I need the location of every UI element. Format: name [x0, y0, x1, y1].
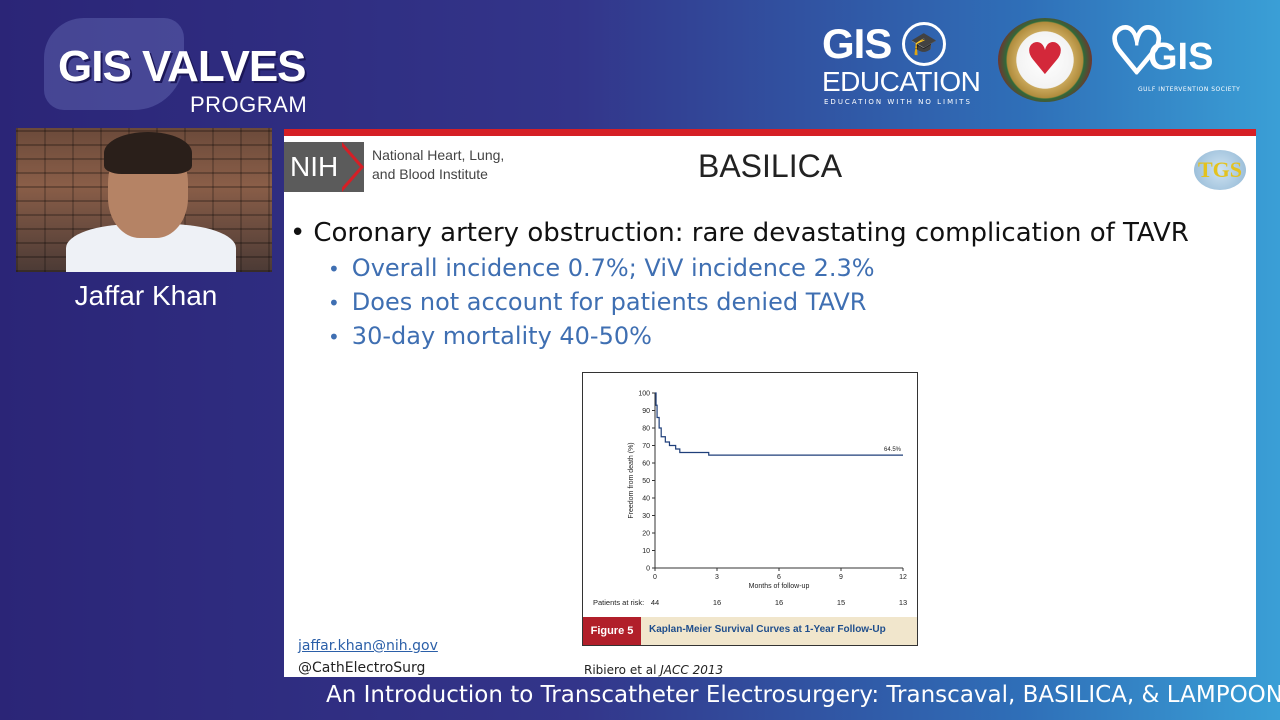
nih-name-line1: National Heart, Lung, [372, 147, 505, 163]
survival-curve [655, 392, 903, 456]
nih-name-line2: and Blood Institute [372, 166, 488, 182]
sub-bullet: • 30-day mortality 40-50% [328, 322, 652, 350]
gulf-heart-association-logo: ♥ [998, 18, 1092, 102]
patients-at-risk-label: Patients at risk: [593, 598, 644, 607]
sub-bullet-text: Overall incidence 0.7%; ViV incidence 2.… [351, 254, 875, 282]
speaker-hair [104, 132, 192, 174]
gulf-intervention-society-logo: ♡ GIS GULF INTERVENTION SOCIETY [1106, 15, 1244, 102]
y-tick-label: 100 [638, 391, 650, 398]
figure-caption: Kaplan-Meier Survival Curves at 1-Year F… [649, 624, 886, 635]
slide-title: BASILICA [697, 148, 843, 184]
sub-bullet-text: 30-day mortality 40-50% [351, 322, 652, 350]
presentation-slide: NIH National Heart, Lung, and Blood Inst… [284, 129, 1256, 677]
gis-valves-logo: GIS VALVES PROGRAM [40, 14, 330, 117]
y-tick-label: 50 [642, 478, 650, 485]
nih-logo-chevron-gray [338, 142, 360, 192]
x-tick-label: 12 [899, 574, 907, 581]
nih-institute-name: National Heart, Lung, and Blood Institut… [372, 146, 504, 184]
contact-email-link[interactable]: jaffar.khan@nih.gov [298, 638, 438, 654]
figure-caption-bar: Figure 5 Kaplan-Meier Survival Curves at… [583, 617, 917, 645]
x-tick-label: 9 [839, 574, 843, 581]
gis-logo-text: GIS [1148, 36, 1214, 78]
bullet-list: • Coronary artery obstruction: rare devas… [290, 218, 1189, 350]
y-tick-label: 60 [642, 461, 650, 468]
y-tick-label: 10 [642, 548, 650, 555]
speaker-webcam-video [16, 128, 272, 272]
survival-annotation: 64.5% [884, 447, 902, 453]
figure-number: Figure 5 [583, 617, 641, 645]
tgs-logo: TGS [1194, 150, 1246, 190]
bullet-main: • Coronary artery obstruction: rare devas… [290, 218, 1189, 248]
patients-at-risk-value: 44 [651, 598, 659, 607]
gis-education-logo: GIS 🎓 EDUCATION EDUCATION WITH NO LIMITS [822, 20, 981, 106]
lecture-title: An Introduction to Transcatheter Electro… [326, 682, 1280, 708]
citation: Ribiero et al JACC 2013 [584, 663, 723, 677]
citation-authors: Ribiero et al [584, 663, 657, 677]
y-tick-label: 40 [642, 496, 650, 503]
x-axis-label: Months of follow-up [749, 583, 810, 590]
sub-bullet-text: Does not account for patients denied TAV… [351, 288, 867, 316]
x-tick-label: 6 [777, 574, 781, 581]
y-tick-label: 0 [646, 566, 650, 573]
bullet-main-text: Coronary artery obstruction: rare devast… [313, 218, 1189, 248]
patients-at-risk-value: 13 [899, 598, 907, 607]
patients-at-risk-value: 15 [837, 598, 845, 607]
graduation-cap-icon: 🎓 [902, 22, 946, 66]
kaplan-meier-figure: 0 10 20 30 40 50 60 70 80 90 100 0 3 6 9 12 Months of fo… [582, 372, 918, 646]
heart-outline-icon: ♡ [1106, 15, 1166, 89]
edu-logo-tagline: EDUCATION WITH NO LIMITS [824, 98, 972, 106]
heart-icon: ♥ [1025, 34, 1065, 85]
citation-journal: JACC 2013 [660, 663, 724, 677]
x-tick-label: 0 [653, 574, 657, 581]
gis-logo-tagline: GULF INTERVENTION SOCIETY [1138, 86, 1241, 93]
speaker-name: Jaffar Khan [74, 280, 218, 311]
kaplan-meier-chart: 0 10 20 30 40 50 60 70 80 90 100 0 3 6 9 12 Months of fo… [593, 391, 907, 608]
y-tick-label: 30 [642, 513, 650, 520]
y-tick-label: 20 [642, 531, 650, 538]
y-axis-label: Freedom from death (%) [628, 442, 635, 518]
y-tick-label: 80 [642, 426, 650, 433]
program-subtitle: PROGRAM [190, 92, 308, 117]
y-tick-label: 90 [642, 408, 650, 415]
y-tick-label: 70 [642, 443, 650, 450]
edu-logo-line1: GIS [822, 20, 892, 67]
logo-background-shape [44, 18, 184, 110]
patients-at-risk-value: 16 [713, 598, 721, 607]
sub-bullet: • Does not account for patients denied TA… [328, 288, 867, 316]
sub-bullet: • Overall incidence 0.7%; ViV incidence 2… [328, 254, 875, 282]
contact-handle: @CathElectroSurg [298, 660, 426, 676]
x-tick-label: 3 [715, 574, 719, 581]
program-title: GIS VALVES [58, 42, 307, 91]
edu-logo-line2: EDUCATION [822, 66, 981, 97]
patients-at-risk-value: 16 [775, 598, 783, 607]
